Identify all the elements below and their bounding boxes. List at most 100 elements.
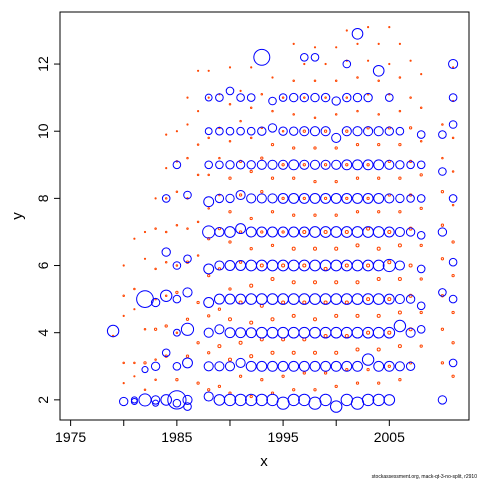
positive-residual-point	[323, 266, 328, 271]
negative-residual-point	[204, 93, 213, 102]
negative-residual-point	[150, 361, 161, 371]
negative-residual-point	[150, 395, 161, 405]
positive-residual-point	[196, 173, 200, 177]
positive-residual-point	[228, 103, 232, 106]
positive-residual-point	[398, 378, 402, 382]
positive-residual-point	[451, 170, 455, 173]
negative-residual-point	[214, 260, 225, 271]
y-tick-label: 8	[35, 194, 51, 202]
negative-residual-point	[203, 391, 214, 402]
negative-residual-point	[180, 322, 195, 336]
negative-residual-point	[141, 366, 149, 374]
negative-residual-point	[202, 225, 216, 239]
positive-residual-point	[165, 133, 168, 136]
positive-residual-point	[207, 388, 211, 392]
negative-residual-point	[340, 393, 353, 407]
positive-residual-point	[164, 197, 168, 200]
negative-residual-point	[330, 400, 343, 413]
negative-residual-point	[277, 259, 289, 272]
positive-residual-point	[312, 246, 318, 251]
positive-residual-point	[122, 361, 125, 365]
positive-residual-point	[281, 163, 285, 167]
positive-residual-point	[217, 384, 222, 389]
positive-residual-point	[270, 317, 275, 322]
positive-residual-point	[440, 257, 445, 261]
positive-residual-point	[133, 375, 136, 378]
negative-residual-point	[245, 226, 257, 238]
negative-residual-point	[203, 327, 214, 338]
negative-residual-point	[320, 92, 331, 103]
positive-residual-point	[398, 76, 402, 79]
positive-residual-point	[356, 76, 359, 79]
negative-residual-markers	[106, 27, 459, 413]
positive-residual-point	[451, 374, 455, 378]
negative-residual-point	[406, 194, 415, 203]
negative-residual-point	[362, 293, 374, 305]
negative-residual-point	[256, 159, 267, 170]
positive-residual-point	[334, 113, 338, 116]
negative-residual-point	[204, 127, 213, 136]
positive-residual-point	[419, 310, 423, 315]
negative-residual-point	[214, 226, 225, 238]
negative-residual-point	[448, 294, 458, 304]
positive-residual-point	[334, 246, 339, 251]
negative-residual-point	[319, 259, 332, 272]
negative-residual-point	[203, 361, 214, 372]
positive-residual-point	[408, 126, 413, 130]
negative-residual-point	[352, 126, 363, 137]
negative-residual-point	[300, 53, 309, 62]
negative-residual-point	[172, 160, 182, 170]
negative-residual-point	[299, 159, 310, 170]
positive-residual-point	[419, 140, 423, 143]
positive-residual-point	[249, 354, 254, 359]
positive-residual-point	[387, 260, 392, 265]
positive-residual-point	[228, 66, 232, 69]
negative-residual-point	[361, 393, 375, 407]
negative-residual-point	[255, 393, 268, 407]
positive-residual-point	[292, 42, 295, 46]
positive-residual-point	[271, 76, 274, 79]
negative-residual-point	[309, 360, 321, 372]
negative-residual-point	[362, 226, 374, 238]
positive-residual-point	[249, 394, 253, 399]
positive-residual-point	[451, 136, 455, 140]
positive-residual-point	[302, 196, 306, 201]
positive-residual-point	[387, 297, 392, 302]
positive-residual-point	[408, 293, 413, 298]
x-tick-label: 1995	[268, 429, 299, 445]
negative-residual-point	[267, 193, 278, 204]
negative-residual-point	[372, 259, 385, 272]
positive-residual-point	[419, 344, 423, 348]
negative-residual-point	[130, 396, 138, 404]
positive-residual-point	[334, 350, 339, 355]
positive-residual-point	[238, 260, 243, 264]
positive-residual-point	[260, 156, 264, 160]
negative-residual-point	[351, 27, 364, 40]
positive-residual-point	[143, 328, 147, 331]
positive-residual-point	[377, 113, 380, 116]
positive-residual-point	[334, 213, 338, 217]
negative-residual-point	[182, 287, 193, 298]
positive-residual-point	[388, 26, 391, 29]
negative-residual-point	[394, 294, 405, 305]
positive-residual-point	[366, 163, 370, 167]
positive-residual-point	[313, 213, 317, 217]
positive-residual-point	[228, 210, 232, 214]
positive-residual-point	[451, 310, 455, 315]
negative-residual-point	[330, 326, 343, 339]
negative-residual-point	[245, 327, 257, 339]
negative-residual-point	[277, 293, 289, 305]
positive-residual-point	[302, 300, 307, 305]
positive-residual-point	[420, 73, 423, 76]
negative-residual-point	[234, 393, 247, 407]
positive-residual-point	[303, 62, 306, 66]
positive-residual-point	[409, 96, 412, 99]
negative-residual-point	[266, 259, 279, 272]
positive-residual-point	[312, 317, 318, 322]
negative-residual-point	[298, 393, 311, 407]
negative-residual-point	[213, 394, 226, 406]
negative-residual-point	[362, 326, 374, 339]
positive-residual-point	[292, 79, 295, 83]
positive-residual-point	[281, 96, 285, 99]
positive-residual-point	[153, 327, 158, 331]
